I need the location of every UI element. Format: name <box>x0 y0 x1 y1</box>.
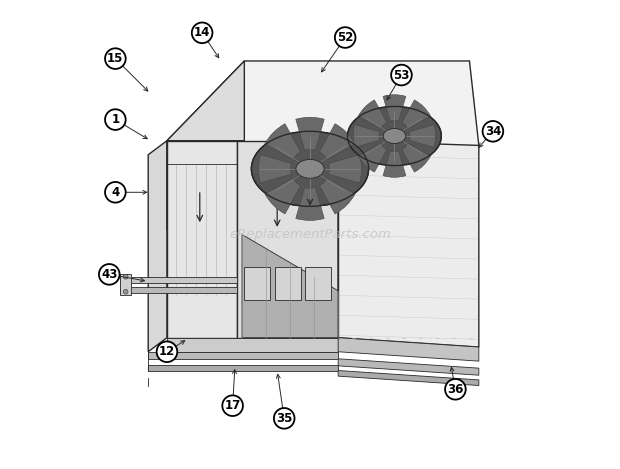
Circle shape <box>105 182 126 203</box>
Polygon shape <box>148 365 338 371</box>
Wedge shape <box>383 151 406 177</box>
Wedge shape <box>259 155 291 183</box>
Wedge shape <box>265 178 301 214</box>
Polygon shape <box>338 141 479 347</box>
Wedge shape <box>358 100 387 129</box>
Text: 15: 15 <box>107 52 123 65</box>
Polygon shape <box>120 277 237 283</box>
Wedge shape <box>329 155 361 183</box>
Polygon shape <box>167 61 479 230</box>
Wedge shape <box>402 100 430 129</box>
Circle shape <box>445 379 466 400</box>
Circle shape <box>335 27 355 48</box>
Circle shape <box>482 121 503 142</box>
Text: 35: 35 <box>276 412 293 425</box>
Text: 52: 52 <box>337 31 353 44</box>
Polygon shape <box>167 61 244 141</box>
Wedge shape <box>296 188 324 220</box>
Polygon shape <box>338 371 479 386</box>
Text: 43: 43 <box>101 268 117 281</box>
Wedge shape <box>402 144 430 172</box>
Text: 1: 1 <box>112 113 120 126</box>
Ellipse shape <box>297 160 323 177</box>
Text: eReplacementParts.com: eReplacementParts.com <box>229 228 391 241</box>
Text: 34: 34 <box>485 125 501 138</box>
Wedge shape <box>265 124 301 159</box>
Wedge shape <box>319 124 355 159</box>
Text: 36: 36 <box>447 383 464 396</box>
Wedge shape <box>383 95 406 121</box>
Ellipse shape <box>348 106 441 166</box>
Polygon shape <box>148 141 167 352</box>
Circle shape <box>99 264 120 285</box>
Circle shape <box>105 48 126 69</box>
Circle shape <box>105 109 126 130</box>
Polygon shape <box>167 338 338 352</box>
Ellipse shape <box>384 129 405 143</box>
Wedge shape <box>319 178 355 214</box>
Polygon shape <box>120 274 131 295</box>
Text: 53: 53 <box>393 68 410 82</box>
Polygon shape <box>242 234 338 338</box>
Text: 14: 14 <box>194 26 210 39</box>
Text: 17: 17 <box>224 399 241 412</box>
Wedge shape <box>353 125 379 147</box>
Ellipse shape <box>383 129 405 144</box>
Circle shape <box>274 408 294 429</box>
Polygon shape <box>338 338 479 361</box>
Polygon shape <box>244 267 270 300</box>
Circle shape <box>223 395 243 416</box>
Polygon shape <box>338 359 479 375</box>
Circle shape <box>157 341 177 362</box>
Circle shape <box>391 65 412 85</box>
Polygon shape <box>120 287 237 293</box>
Polygon shape <box>167 141 237 338</box>
Circle shape <box>123 274 128 279</box>
Polygon shape <box>237 141 338 338</box>
Text: 12: 12 <box>159 345 175 358</box>
Wedge shape <box>409 125 436 147</box>
Wedge shape <box>296 117 324 150</box>
Text: 4: 4 <box>111 186 120 199</box>
Ellipse shape <box>296 159 324 178</box>
Circle shape <box>123 289 128 294</box>
Circle shape <box>192 23 213 43</box>
Polygon shape <box>305 267 331 300</box>
Polygon shape <box>148 352 338 359</box>
Wedge shape <box>358 144 387 172</box>
Ellipse shape <box>251 131 369 206</box>
Polygon shape <box>275 267 301 300</box>
